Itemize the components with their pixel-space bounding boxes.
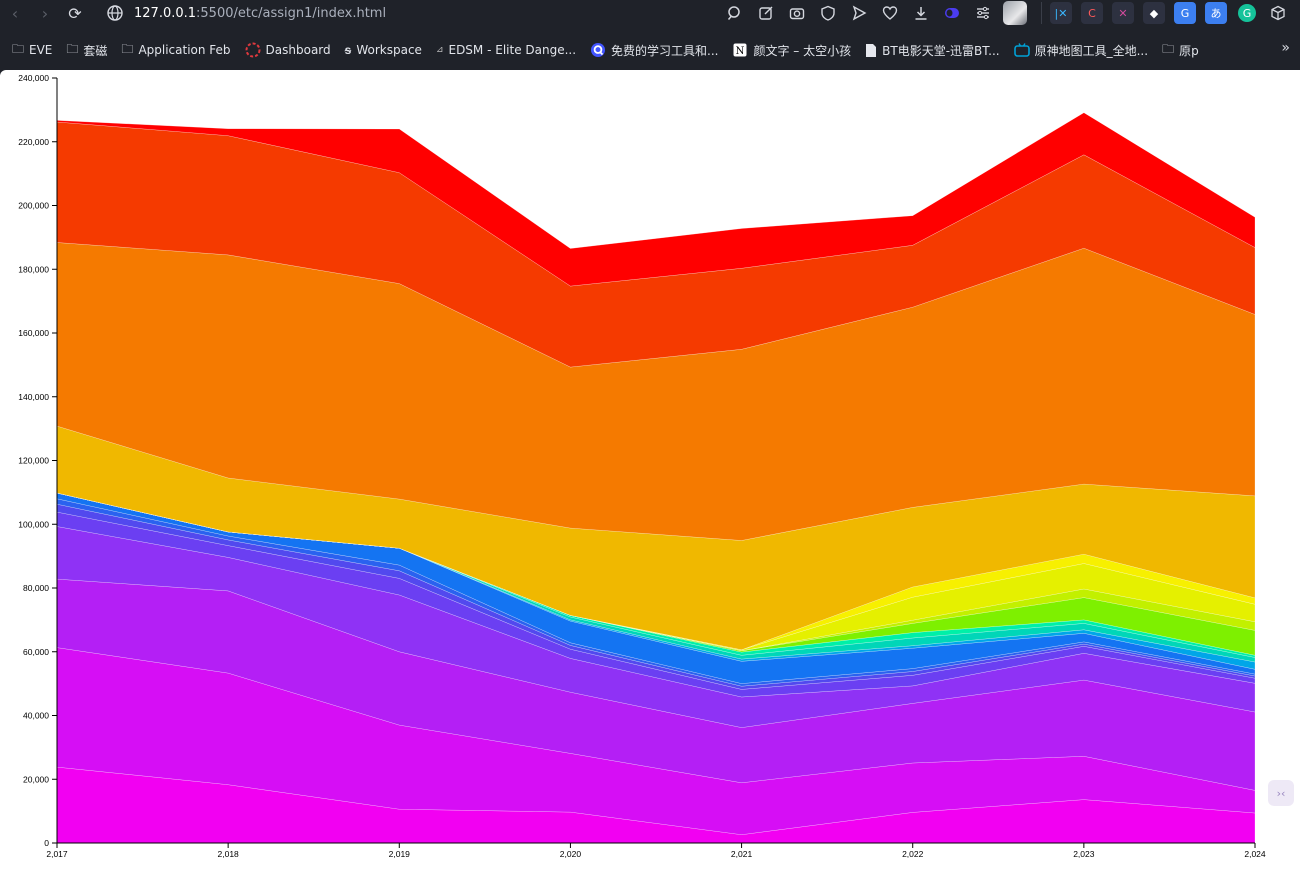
page-icon (865, 43, 877, 58)
pinned-ext-2[interactable]: C (1081, 2, 1103, 24)
share-icon[interactable] (755, 2, 777, 24)
pinned-ext-7[interactable]: G (1236, 2, 1258, 24)
tune-icon[interactable] (972, 2, 994, 24)
bookmark-label: 套磁 (83, 43, 108, 58)
y-tick-label: 140,000 (18, 392, 49, 402)
bookmark-label: Workspace (356, 43, 422, 57)
folder-icon: 🗀 (1162, 41, 1175, 56)
bookmarks-bar: 🗀 EVE 🗀 套磁 🗀 Application Feb Dashboard ᵴ Wor… (0, 36, 1300, 64)
forward-button[interactable]: › (41, 3, 49, 23)
folder-icon: 🗀 (12, 41, 25, 56)
area-layers (56, 112, 1256, 844)
pinned-ext-1[interactable]: |✕ (1050, 2, 1072, 24)
y-tick-label: 80,000 (23, 583, 49, 593)
camera-icon[interactable] (786, 2, 808, 24)
folder-icon: 🗀 (66, 41, 79, 56)
x-tick-label: 2,017 (46, 849, 68, 859)
folder-icon: 🗀 (121, 41, 134, 56)
bookmark-label: 原神地图工具_全地... (1034, 43, 1149, 58)
address-bar[interactable]: 127.0.0.1:5500/etc/assign1/index.html (106, 0, 716, 26)
zoom-icon[interactable] (724, 2, 746, 24)
bookmark-workspace[interactable]: ᵴ Workspace (345, 43, 422, 57)
x-tick-label: 2,021 (731, 849, 753, 859)
heart-icon[interactable] (879, 2, 901, 24)
x-tick-label: 2,019 (389, 849, 411, 859)
bookmark-label: EDSM - Elite Dange... (448, 43, 577, 57)
pinned-ext-6[interactable]: あ (1205, 2, 1227, 24)
bookmark-quizlet[interactable]: 免费的学习工具和... (590, 42, 718, 59)
stacked-area-chart: 0 20,000 40,000 60,000 80,000 100,000 120,000 1… (18, 73, 1266, 859)
bilibili-icon (1013, 43, 1030, 57)
y-tick-label: 60,000 (23, 647, 49, 657)
area-series-19 (56, 112, 1256, 287)
x-axis: 2,017 2,018 2,019 2,020 2,021 2,022 2,023 2,024 (46, 842, 1266, 859)
bookmark-dashboard[interactable]: Dashboard (245, 42, 331, 58)
bookmark-label: EVE (29, 43, 53, 57)
y-tick-label: 0 (44, 838, 49, 848)
edsm-icon: ⊿ (435, 45, 444, 55)
x-tick-label: 2,023 (1073, 849, 1095, 859)
pinned-ext-5[interactable]: G (1174, 2, 1196, 24)
back-button[interactable]: ‹ (11, 3, 19, 23)
notion-icon: N (732, 42, 748, 58)
y-tick-label: 100,000 (18, 519, 49, 529)
url-path: :5500/etc/assign1/index.html (196, 5, 387, 21)
svg-text:N: N (736, 46, 745, 57)
y-tick-label: 160,000 (18, 328, 49, 338)
bookmark-bt-movie[interactable]: BT电影天堂-迅雷BT... (865, 42, 1000, 59)
bookmark-label: 原p (1179, 43, 1199, 58)
bookmark-kaomoji[interactable]: N 颜文字 – 太空小孩 (732, 42, 851, 59)
y-axis: 0 20,000 40,000 60,000 80,000 100,000 120,000 1… (18, 73, 58, 848)
y-tick-label: 20,000 (23, 774, 49, 784)
bookmark-taoci[interactable]: 🗀 套磁 (66, 40, 107, 61)
bookmark-label: BT电影天堂-迅雷BT... (882, 43, 1000, 58)
pinned-ext-8[interactable] (1267, 2, 1289, 24)
x-tick-label: 2,022 (902, 849, 924, 859)
profile-avatar[interactable] (1003, 1, 1027, 25)
x-tick-label: 2,018 (218, 849, 240, 859)
bookmark-yuanp[interactable]: 🗀 原p (1162, 40, 1199, 61)
bookmark-application-feb[interactable]: 🗀 Application Feb (121, 40, 230, 61)
y-tick-label: 180,000 (18, 264, 49, 274)
send-icon[interactable] (848, 2, 870, 24)
extension-bar: |✕ C ✕ ◆ G あ G (724, 0, 1300, 26)
quizlet-icon (590, 42, 606, 58)
bookmark-edsm[interactable]: ⊿ EDSM - Elite Dange... (436, 43, 576, 57)
bookmark-genshin-map[interactable]: 原神地图工具_全地... (1013, 42, 1149, 59)
bookmark-label: Application Feb (138, 43, 231, 57)
browser-toolbar: ‹ › ⟳ 127.0.0.1:5500/etc/assign1/index.h… (0, 0, 1300, 26)
workspace-icon: ᵴ (344, 43, 352, 57)
toggle-icon[interactable] (941, 2, 963, 24)
bookmark-eve[interactable]: 🗀 EVE (12, 40, 52, 61)
reload-button[interactable]: ⟳ (68, 3, 82, 23)
y-tick-label: 220,000 (18, 137, 49, 147)
y-tick-label: 120,000 (18, 456, 49, 466)
bookmark-label: 颜文字 – 太空小孩 (753, 43, 852, 58)
toolbar-divider (1041, 2, 1042, 24)
y-tick-label: 240,000 (18, 73, 49, 83)
page-content: 0 20,000 40,000 60,000 80,000 100,000 120,000 1… (0, 70, 1300, 881)
pinned-ext-3[interactable]: ✕ (1112, 2, 1134, 24)
x-tick-label: 2,024 (1244, 849, 1266, 859)
bookmark-label: Dashboard (265, 43, 331, 57)
y-tick-label: 40,000 (23, 711, 49, 721)
x-tick-label: 2,020 (560, 849, 582, 859)
y-tick-label: 200,000 (18, 201, 49, 211)
globe-icon (107, 5, 123, 21)
bookmarks-overflow-button[interactable]: » (1281, 40, 1290, 56)
shield-icon[interactable] (817, 2, 839, 24)
download-icon[interactable] (910, 2, 932, 24)
floating-widget-button[interactable]: ›‹ (1268, 780, 1294, 806)
url-host: 127.0.0.1 (134, 5, 197, 21)
bookmark-label: 免费的学习工具和... (611, 43, 719, 58)
pinned-ext-4[interactable]: ◆ (1143, 2, 1165, 24)
dashboard-icon (245, 42, 261, 58)
